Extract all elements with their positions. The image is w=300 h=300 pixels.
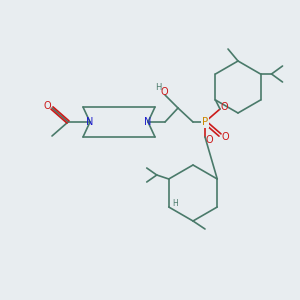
Text: O: O (160, 87, 168, 97)
Text: P: P (202, 117, 208, 127)
Text: H: H (172, 199, 178, 208)
Text: O: O (205, 135, 213, 145)
Text: O: O (43, 101, 51, 111)
Text: O: O (220, 102, 228, 112)
Text: N: N (144, 117, 152, 127)
Text: H: H (155, 82, 161, 91)
Text: O: O (221, 132, 229, 142)
Text: N: N (86, 117, 94, 127)
